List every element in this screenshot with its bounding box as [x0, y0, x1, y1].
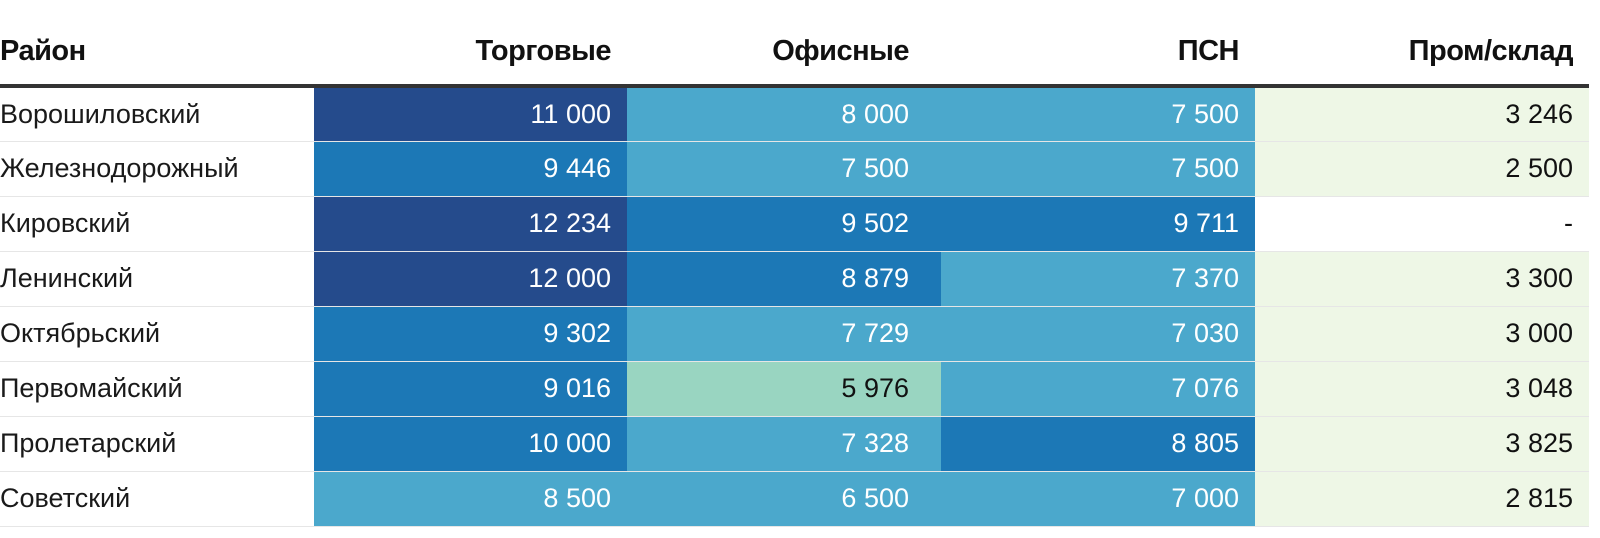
- value-cell-office: 7 500: [627, 141, 941, 196]
- value-cell-office: 5 976: [627, 361, 941, 416]
- value-cell-office: 7 729: [627, 306, 941, 361]
- district-name-cell: Кировский: [0, 196, 314, 251]
- value-cell-industrial: 3 246: [1255, 86, 1589, 141]
- value-cell-psn: 9 711: [941, 196, 1255, 251]
- value-cell-industrial: 3 000: [1255, 306, 1589, 361]
- district-name-cell: Железнодорожный: [0, 141, 314, 196]
- value-cell-industrial: 3 048: [1255, 361, 1589, 416]
- district-name-cell: Первомайский: [0, 361, 314, 416]
- value-cell-psn: 7 370: [941, 251, 1255, 306]
- column-header-retail: Торговые: [314, 0, 627, 88]
- value-cell-psn: 7 000: [941, 471, 1255, 526]
- value-cell-retail: 10 000: [314, 416, 627, 471]
- value-cell-industrial: 3 300: [1255, 251, 1589, 306]
- price-heatmap-table: Район Торговые Офисные ПСН Пром/склад Во…: [0, 0, 1589, 526]
- column-header-office: Офисные: [627, 0, 941, 88]
- table-row: Советский 8 500 6 500 7 000 2 815: [0, 471, 1589, 526]
- district-name-cell: Советский: [0, 471, 314, 526]
- value-cell-office: 9 502: [627, 196, 941, 251]
- value-cell-retail: 12 234: [314, 196, 627, 251]
- value-cell-retail: 9 446: [314, 141, 627, 196]
- value-cell-retail: 8 500: [314, 471, 627, 526]
- table-row: Кировский 12 234 9 502 9 711-: [0, 196, 1589, 251]
- value-cell-retail: 11 000: [314, 86, 627, 141]
- value-cell-psn: 7 076: [941, 361, 1255, 416]
- column-header-district: Район: [0, 0, 314, 88]
- value-cell-industrial: 2 815: [1255, 471, 1589, 526]
- value-cell-retail: 9 302: [314, 306, 627, 361]
- table-row: Ленинский 12 000 8 879 7 370 3 300: [0, 251, 1589, 306]
- district-name-cell: Ворошиловский: [0, 86, 314, 141]
- value-cell-office: 8 000: [627, 86, 941, 141]
- column-header-industrial: Пром/склад: [1255, 0, 1589, 88]
- header-row: Район Торговые Офисные ПСН Пром/склад: [0, 0, 1589, 88]
- district-name-cell: Пролетарский: [0, 416, 314, 471]
- column-header-psn: ПСН: [941, 0, 1255, 88]
- table-row: Первомайский 9 016 5 976 7 076 3 048: [0, 361, 1589, 416]
- value-cell-psn: 7 500: [941, 86, 1255, 141]
- table-row: Пролетарский 10 000 7 328 8 805 3 825: [0, 416, 1589, 471]
- table-row: Железнодорожный 9 446 7 500 7 500 2 500: [0, 141, 1589, 196]
- value-cell-office: 8 879: [627, 251, 941, 306]
- value-cell-psn: 7 030: [941, 306, 1255, 361]
- value-cell-office: 7 328: [627, 416, 941, 471]
- value-cell-psn: 8 805: [941, 416, 1255, 471]
- value-cell-industrial: -: [1255, 196, 1589, 251]
- table-body: Ворошиловский 11 000 8 000 7 500 3 246 Железн…: [0, 86, 1589, 526]
- value-cell-industrial: 2 500: [1255, 141, 1589, 196]
- value-cell-retail: 12 000: [314, 251, 627, 306]
- district-name-cell: Октябрьский: [0, 306, 314, 361]
- value-cell-psn: 7 500: [941, 141, 1255, 196]
- value-cell-office: 6 500: [627, 471, 941, 526]
- value-cell-retail: 9 016: [314, 361, 627, 416]
- table-row: Октябрьский 9 302 7 729 7 030 3 000: [0, 306, 1589, 361]
- value-cell-industrial: 3 825: [1255, 416, 1589, 471]
- district-name-cell: Ленинский: [0, 251, 314, 306]
- table-row: Ворошиловский 11 000 8 000 7 500 3 246: [0, 86, 1589, 141]
